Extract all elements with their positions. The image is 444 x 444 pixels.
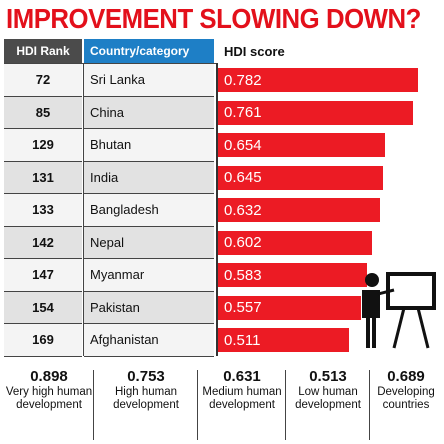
summary-item: 0.631 Medium human development — [198, 368, 286, 442]
hdi-bar: 0.557 — [218, 295, 361, 320]
hdi-bar: 0.761 — [218, 100, 413, 125]
presenter-at-board-icon — [362, 272, 436, 349]
country-cell: India — [84, 161, 214, 194]
hdi-bar: 0.602 — [218, 230, 373, 255]
country-cell: Sri Lanka — [84, 64, 214, 97]
country-cell: Nepal — [84, 226, 214, 259]
bar-value-label: 0.632 — [224, 201, 262, 219]
summary-value: 0.689 — [387, 368, 425, 385]
hdi-bar: 0.632 — [218, 198, 380, 223]
country-cell: Bangladesh — [84, 194, 214, 227]
summary-value: 0.631 — [223, 368, 261, 385]
rank-cell: 72 — [4, 64, 82, 97]
bar-value-label: 0.583 — [224, 266, 262, 284]
rank-cell: 129 — [4, 129, 82, 162]
summary-item: 0.513 Low human development — [286, 368, 370, 442]
country-cell: China — [84, 96, 214, 129]
summary-separator — [93, 370, 94, 440]
header-hdi-rank: HDI Rank — [4, 39, 82, 63]
summary-label: Developing countries — [377, 386, 435, 411]
summary-separator — [197, 370, 198, 440]
bar-value-label: 0.654 — [224, 136, 262, 154]
column-divider — [83, 63, 84, 356]
summary-label: High human development — [113, 386, 179, 411]
bar-axis-line — [216, 63, 218, 356]
summary-item: 0.898 Very high human development — [4, 368, 94, 442]
hdi-bar: 0.583 — [218, 263, 368, 288]
summary-value: 0.898 — [30, 368, 68, 385]
country-cell: Pakistan — [84, 291, 214, 324]
rank-cell: 131 — [4, 161, 82, 194]
hdi-bar: 0.511 — [218, 328, 349, 353]
rank-cell: 169 — [4, 324, 82, 357]
bar-value-label: 0.602 — [224, 234, 262, 252]
summary-value: 0.753 — [127, 368, 165, 385]
chart-title: IMPROVEMENT SLOWING DOWN? — [6, 3, 421, 34]
hdi-bar: 0.782 — [218, 68, 419, 93]
rank-cell: 154 — [4, 291, 82, 324]
rank-cell: 142 — [4, 226, 82, 259]
country-cell: Bhutan — [84, 129, 214, 162]
rank-cell: 133 — [4, 194, 82, 227]
country-cell: Myanmar — [84, 259, 214, 292]
summary-label: Very high human development — [5, 386, 93, 411]
hdi-bar: 0.645 — [218, 165, 384, 190]
summary-separator — [285, 370, 286, 440]
summary-separator — [369, 370, 370, 440]
country-cell: Afghanistan — [84, 324, 214, 357]
bar-value-label: 0.645 — [224, 169, 262, 187]
summary-item: 0.689 Developing countries — [370, 368, 442, 442]
summary-label: Medium human development — [202, 386, 282, 411]
summary-label: Low human development — [295, 386, 361, 411]
rank-cell: 85 — [4, 96, 82, 129]
hdi-bar: 0.654 — [218, 133, 386, 158]
header-hdi-score: HDI score — [224, 43, 285, 59]
bar-value-label: 0.761 — [224, 104, 262, 122]
bar-value-label: 0.782 — [224, 71, 262, 89]
summary-value: 0.513 — [309, 368, 347, 385]
bar-value-label: 0.511 — [224, 331, 261, 349]
bar-value-label: 0.557 — [224, 299, 262, 317]
table-top-line — [4, 63, 216, 64]
summary-item: 0.753 High human development — [94, 368, 198, 442]
header-country-category: Country/category — [84, 39, 214, 63]
rank-cell: 147 — [4, 259, 82, 292]
